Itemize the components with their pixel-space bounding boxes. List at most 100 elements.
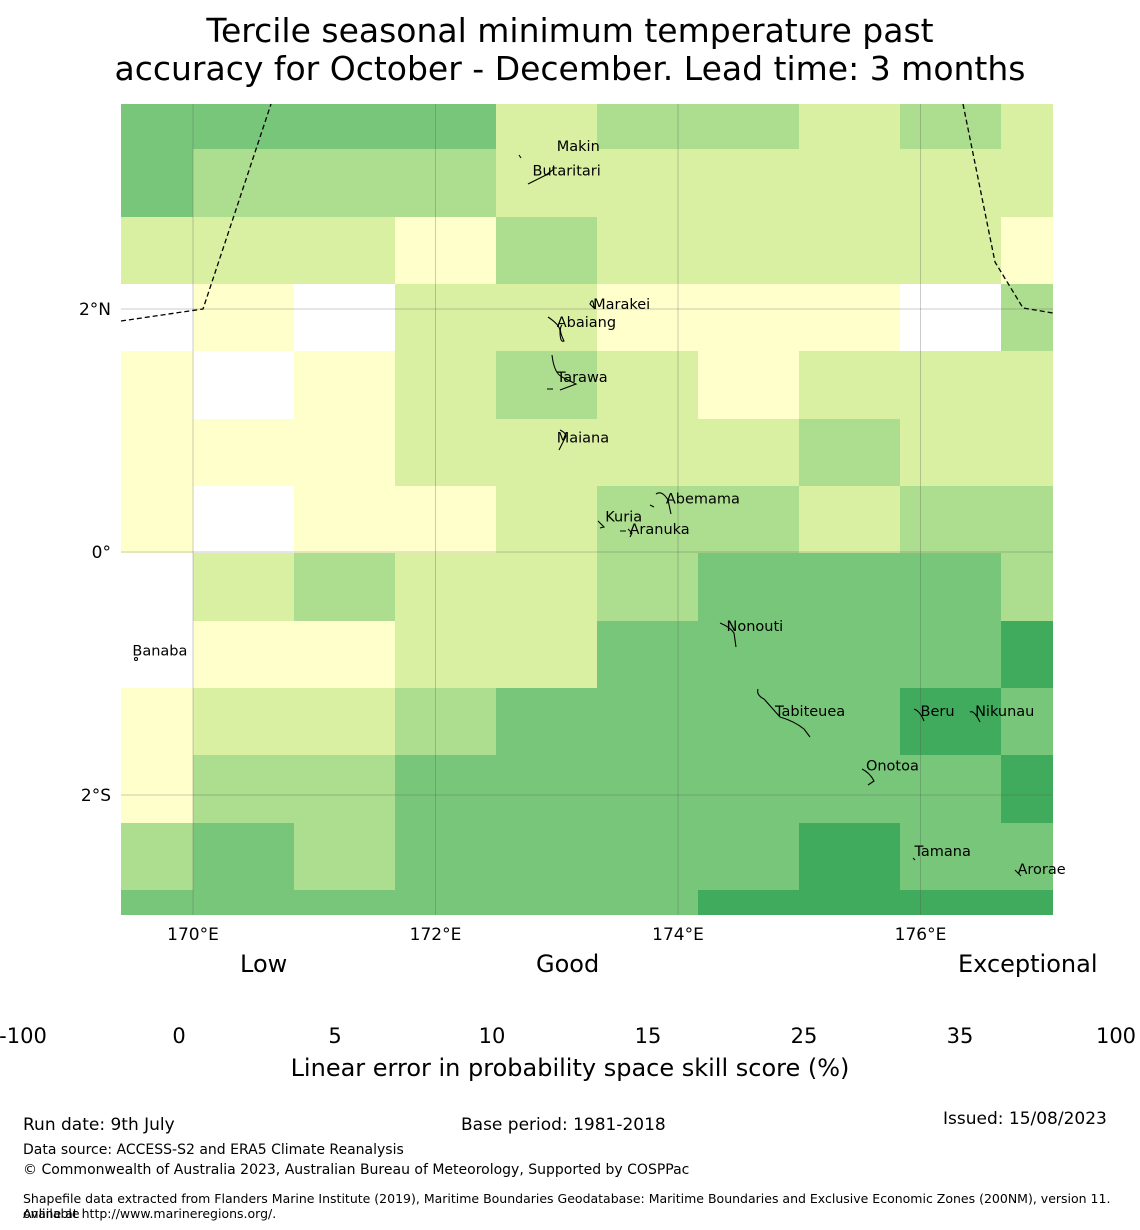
lon-tick-label: 174°E bbox=[652, 925, 704, 945]
skill-cell bbox=[597, 890, 698, 915]
place-label: Beru bbox=[921, 704, 955, 720]
copyright: © Commonwealth of Australia 2023, Austra… bbox=[23, 1162, 690, 1178]
skill-cell bbox=[121, 351, 193, 419]
skill-cell bbox=[193, 486, 294, 553]
skill-cell bbox=[496, 419, 597, 486]
skill-cell bbox=[1001, 419, 1053, 486]
skill-cell bbox=[193, 890, 294, 915]
onotoa-outline bbox=[861, 768, 875, 786]
lat-tick-label: 2°S bbox=[81, 786, 111, 806]
lat-tick-label: 2°N bbox=[79, 300, 111, 320]
skill-cell bbox=[698, 149, 799, 217]
skill-cell bbox=[294, 149, 395, 217]
skill-cell bbox=[294, 104, 395, 149]
skill-cell bbox=[799, 553, 900, 621]
skill-cell bbox=[121, 217, 193, 284]
skill-cell bbox=[1001, 149, 1053, 217]
skill-cell bbox=[698, 104, 799, 149]
abemama-outline bbox=[649, 492, 672, 515]
skill-cell bbox=[597, 486, 698, 553]
skill-cell bbox=[496, 486, 597, 553]
skill-grid bbox=[121, 104, 1053, 915]
skill-cell bbox=[698, 486, 799, 553]
skill-cell bbox=[900, 553, 1001, 621]
skill-cell bbox=[395, 755, 496, 823]
colorbar-tick: 15 bbox=[634, 1024, 662, 1048]
graticule bbox=[121, 104, 1053, 915]
skill-cell bbox=[799, 104, 900, 149]
skill-cell bbox=[900, 621, 1001, 688]
skill-cell bbox=[597, 284, 698, 351]
skill-cell bbox=[496, 284, 597, 351]
skill-cell bbox=[395, 890, 496, 915]
skill-cell bbox=[799, 217, 900, 284]
skill-cell bbox=[1001, 621, 1053, 688]
place-label: Kuria bbox=[605, 510, 642, 526]
skill-cell bbox=[121, 149, 193, 217]
skill-cell bbox=[121, 553, 193, 621]
place-label: Nonouti bbox=[727, 619, 784, 635]
skill-cell bbox=[121, 755, 193, 823]
skill-cell bbox=[1001, 486, 1053, 553]
skill-cell bbox=[395, 104, 496, 149]
shapefile-credit-line-2: online at http://www.marineregions.org/. bbox=[23, 1206, 277, 1221]
skill-cell bbox=[900, 419, 1001, 486]
skill-cell bbox=[395, 149, 496, 217]
skill-cell bbox=[799, 688, 900, 755]
lon-tick-label: 170°E bbox=[167, 925, 219, 945]
axis-labels: 170°E 172°E 174°E 176°E 2°N 0° 2°S bbox=[79, 300, 946, 945]
skill-cell bbox=[496, 688, 597, 755]
skill-cell bbox=[193, 823, 294, 890]
title-line-2: accuracy for October - December. Lead ti… bbox=[114, 49, 1026, 88]
skill-cell bbox=[395, 823, 496, 890]
butaritari-outline bbox=[527, 168, 555, 185]
skill-cell bbox=[799, 755, 900, 823]
skill-cell bbox=[395, 351, 496, 419]
skill-cell bbox=[799, 284, 900, 351]
skill-cell bbox=[193, 217, 294, 284]
skill-cell bbox=[900, 149, 1001, 217]
skill-cell bbox=[597, 351, 698, 419]
skill-cell bbox=[698, 890, 799, 915]
eez-line-west bbox=[120, 103, 272, 322]
skill-cell bbox=[1001, 755, 1053, 823]
issued-date: Issued: 15/08/2023 bbox=[943, 1109, 1107, 1129]
colorbar-word-low: Low bbox=[240, 950, 288, 978]
eez-boundary bbox=[120, 103, 1054, 322]
skill-cell bbox=[698, 823, 799, 890]
place-label: Tabiteuea bbox=[774, 704, 845, 720]
place-label: Makin bbox=[557, 139, 600, 155]
nonouti-outline bbox=[719, 622, 737, 648]
place-label: Onotoa bbox=[866, 759, 919, 775]
skill-cell bbox=[799, 486, 900, 553]
colorbar-tick: 0 bbox=[172, 1024, 186, 1048]
skill-cell bbox=[597, 553, 698, 621]
marakei-outline bbox=[589, 300, 595, 310]
colorbar-tick: 35 bbox=[946, 1024, 974, 1048]
tarawa-outline bbox=[547, 354, 578, 391]
skill-cell bbox=[1001, 217, 1053, 284]
skill-cell bbox=[698, 755, 799, 823]
skill-cell bbox=[597, 621, 698, 688]
skill-cell bbox=[496, 890, 597, 915]
abaiang-outline bbox=[547, 316, 565, 342]
skill-cell bbox=[496, 755, 597, 823]
skill-cell bbox=[597, 217, 698, 284]
tabiteuea-outline bbox=[757, 688, 811, 738]
skill-cell bbox=[900, 351, 1001, 419]
skill-cell bbox=[1001, 823, 1053, 890]
skill-cell bbox=[799, 621, 900, 688]
skill-cell bbox=[395, 486, 496, 553]
skill-cell bbox=[121, 688, 193, 755]
skill-cell bbox=[496, 217, 597, 284]
skill-cell bbox=[294, 890, 395, 915]
skill-cell bbox=[799, 890, 900, 915]
skill-cell bbox=[900, 755, 1001, 823]
skill-cell bbox=[597, 104, 698, 149]
skill-map: Makin Butaritari Marakei Abaiang Tarawa Maian… bbox=[79, 103, 1066, 945]
skill-cell bbox=[193, 149, 294, 217]
aranuka-outline bbox=[620, 528, 633, 538]
skill-cell bbox=[698, 688, 799, 755]
skill-cell bbox=[395, 419, 496, 486]
skill-cell bbox=[900, 104, 1001, 149]
